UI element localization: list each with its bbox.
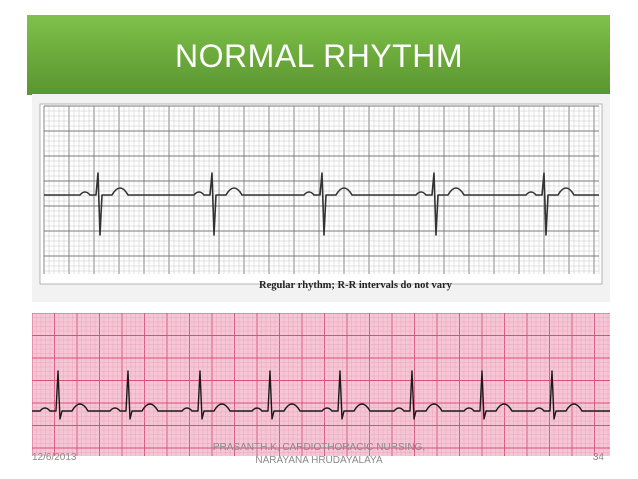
ecg-strip-bottom [32, 313, 610, 456]
ecg-strip-caption: Regular rhythm; R-R intervals do not var… [259, 280, 452, 291]
ecg-grid [43, 105, 600, 274]
ecg-grid [32, 313, 610, 456]
slide-title: NORMAL RHYTHM [175, 38, 463, 74]
ecg-trace [44, 172, 599, 236]
ecg-strip-top [32, 94, 610, 302]
ecg-trace [32, 370, 610, 420]
footer-credit-line2: NARAYANA HRUDAYALAYA [255, 455, 383, 466]
footer-date: 12/6/2013 [32, 452, 77, 463]
ecg-strip-bottom-image [32, 313, 610, 456]
footer-credit: PRASANTH.K, CARDIOTHORACIC NURSING, NARA… [200, 441, 438, 467]
title-banner [27, 15, 610, 95]
page-number: 34 [592, 452, 604, 463]
ecg-strip-top-image [39, 103, 603, 285]
footer-credit-line1: PRASANTH.K, CARDIOTHORACIC NURSING, [212, 442, 426, 453]
